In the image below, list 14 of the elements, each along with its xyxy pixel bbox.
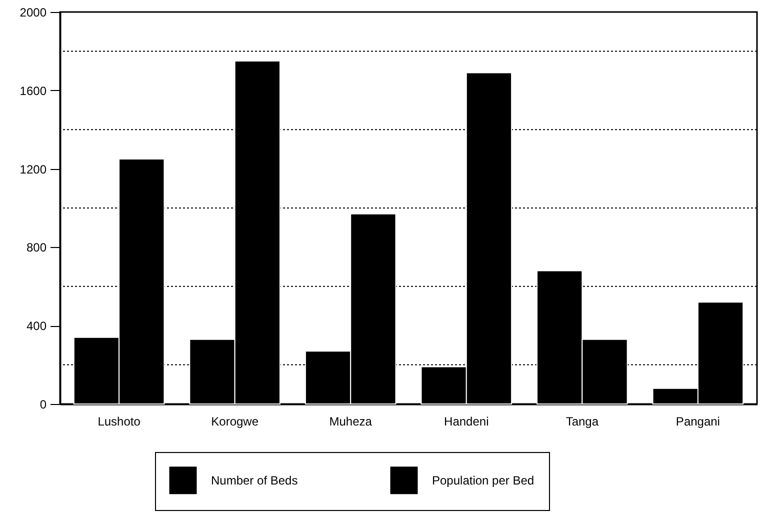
legend-label: Population per Bed [432, 473, 534, 488]
x-tick-label: Korogwe [211, 414, 259, 428]
y-tick-label: 1600 [20, 84, 47, 98]
x-tick-label: Handeni [444, 414, 489, 428]
y-tick-label: 2000 [20, 6, 47, 20]
y-tick-label: 1200 [20, 162, 47, 176]
y-tick-label: 400 [26, 319, 47, 334]
x-tick-label: Tanga [566, 414, 599, 428]
legend-label: Number of Beds [211, 473, 298, 488]
y-tick-label: 0 [40, 398, 47, 412]
x-tick-label: Lushoto [98, 414, 141, 428]
x-tick-label: Pangani [676, 414, 720, 428]
x-tick-label: Muheza [329, 414, 372, 428]
y-tick-label: 800 [26, 240, 47, 255]
